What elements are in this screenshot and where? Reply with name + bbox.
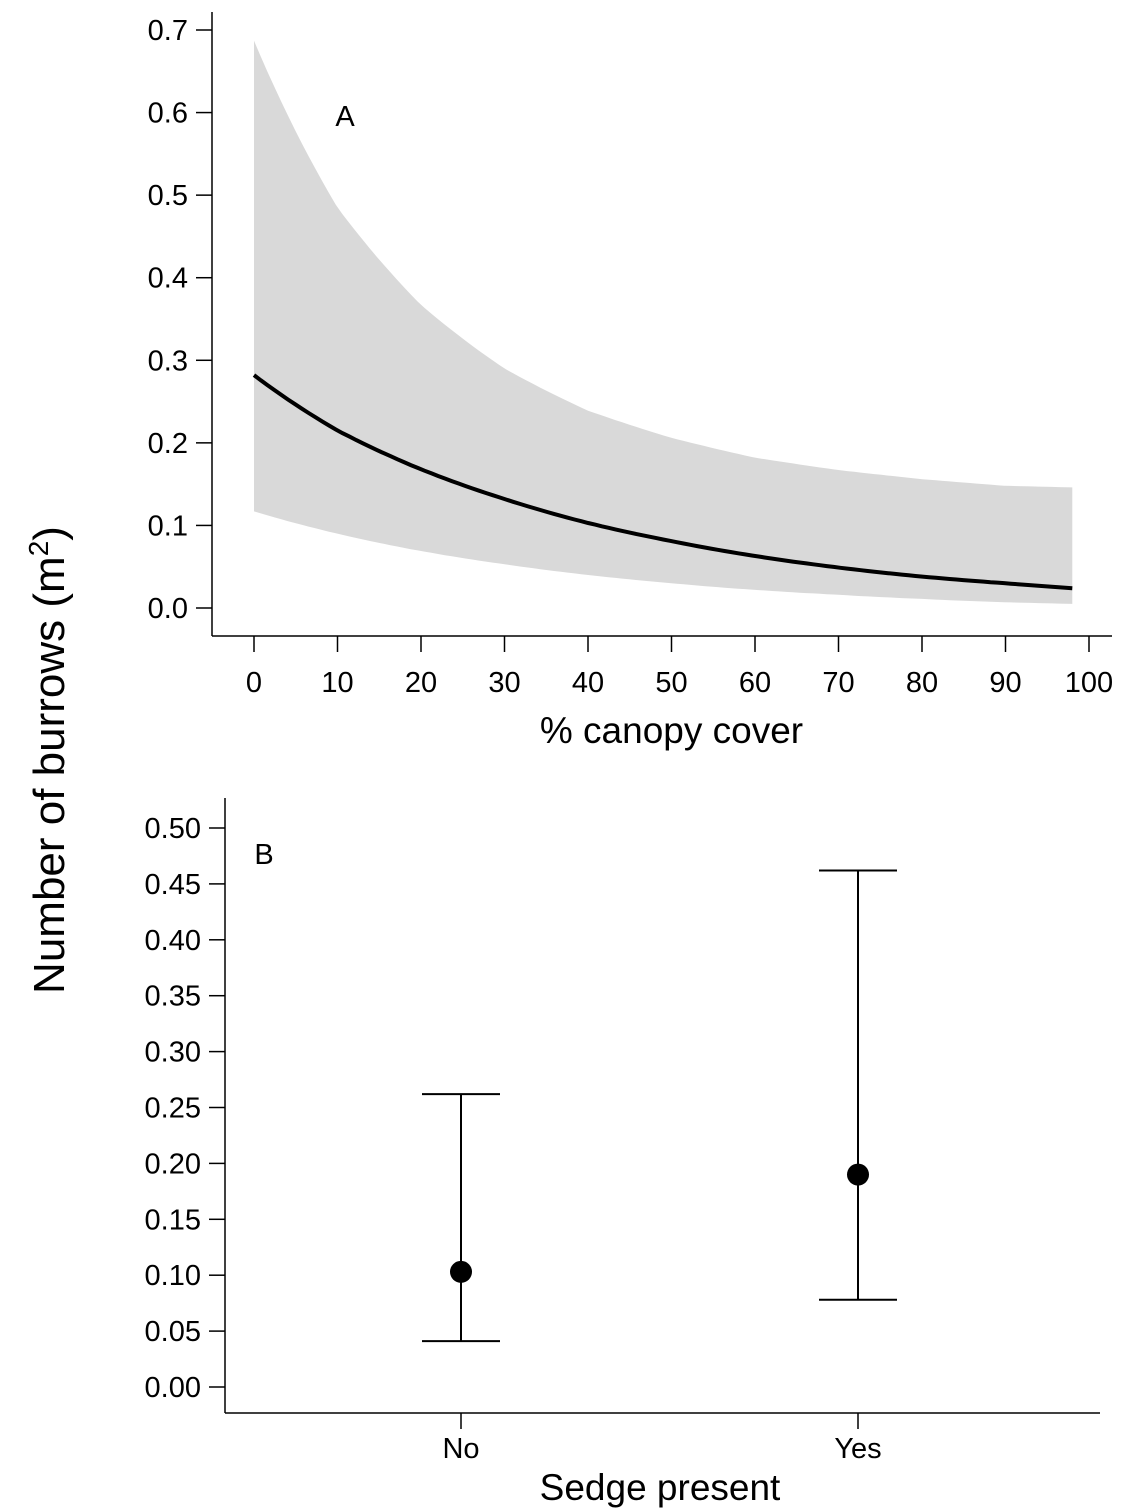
- data-point: [450, 1260, 472, 1283]
- y-tick-label: 0.6: [148, 98, 188, 130]
- y-axis-title-main: Number of burrows (m: [25, 556, 74, 994]
- x-tick-label: 20: [405, 667, 437, 699]
- data-point: [847, 1163, 869, 1186]
- x-ticks-a: 0 10 20 30 40 50 60 70 80 90 100: [246, 636, 1113, 699]
- y-tick-label: 0.3: [148, 345, 188, 377]
- y-axis-title-close: ): [25, 526, 74, 541]
- x-tick-label: 10: [321, 667, 353, 699]
- panel-b: 0.00 0.05 0.10 0.15 0.20 0.25 0.30 0.35 0.40 0.45…: [145, 798, 1100, 1508]
- y-ticks-a: 0.0 0.1 0.2 0.3 0.4 0.5 0.6 0.7: [148, 15, 212, 625]
- y-tick-label: 0.40: [145, 925, 201, 957]
- y-axis-title-superscript: 2: [23, 541, 54, 557]
- panel-label-a: A: [335, 101, 355, 133]
- panel-a: 0.0 0.1 0.2 0.3 0.4 0.5 0.6 0.7 0 10 20 30 40 50 60 70…: [148, 12, 1113, 751]
- y-tick-label: 0.4: [148, 263, 188, 295]
- x-tick-label: 70: [822, 667, 854, 699]
- y-tick-label: 0.50: [145, 813, 201, 845]
- x-axis-title-a: % canopy cover: [540, 710, 803, 751]
- x-tick-label: 100: [1065, 667, 1113, 699]
- y-tick-label: 0.45: [145, 869, 201, 901]
- y-tick-label: 0.15: [145, 1204, 201, 1236]
- x-tick-label: No: [442, 1433, 479, 1465]
- x-tick-label: 80: [906, 667, 938, 699]
- x-tick-label: 30: [488, 667, 520, 699]
- y-tick-label: 0.05: [145, 1316, 201, 1348]
- confidence-band: [254, 40, 1073, 604]
- y-tick-label: 0.20: [145, 1148, 201, 1180]
- x-tick-label: 0: [246, 667, 262, 699]
- x-tick-label: 40: [572, 667, 604, 699]
- y-tick-label: 0.30: [145, 1037, 201, 1069]
- points-b: [422, 869, 897, 1343]
- fitted-curve: [252, 373, 1073, 591]
- x-ticks-b: No Yes: [442, 1413, 882, 1465]
- x-axis-title-b: Sedge present: [540, 1467, 781, 1508]
- y-tick-label: 0.0: [148, 593, 188, 625]
- y-tick-label: 0.1: [148, 510, 188, 542]
- y-ticks-b: 0.00 0.05 0.10 0.15 0.20 0.25 0.30 0.35 0.40 0.45…: [145, 813, 225, 1404]
- panel-label-b: B: [254, 839, 273, 871]
- y-axis-title: Number of burrows (m2): [23, 526, 74, 994]
- x-tick-label: 50: [655, 667, 687, 699]
- y-tick-label: 0.2: [148, 428, 188, 460]
- y-tick-label: 0.25: [145, 1093, 201, 1125]
- y-tick-label: 0.00: [145, 1372, 201, 1404]
- y-tick-label: 0.7: [148, 15, 188, 47]
- y-tick-label: 0.10: [145, 1260, 201, 1292]
- x-tick-label: 90: [989, 667, 1021, 699]
- y-tick-label: 0.35: [145, 981, 201, 1013]
- y-tick-label: 0.5: [148, 180, 188, 212]
- x-tick-label: Yes: [834, 1433, 881, 1465]
- x-tick-label: 60: [739, 667, 771, 699]
